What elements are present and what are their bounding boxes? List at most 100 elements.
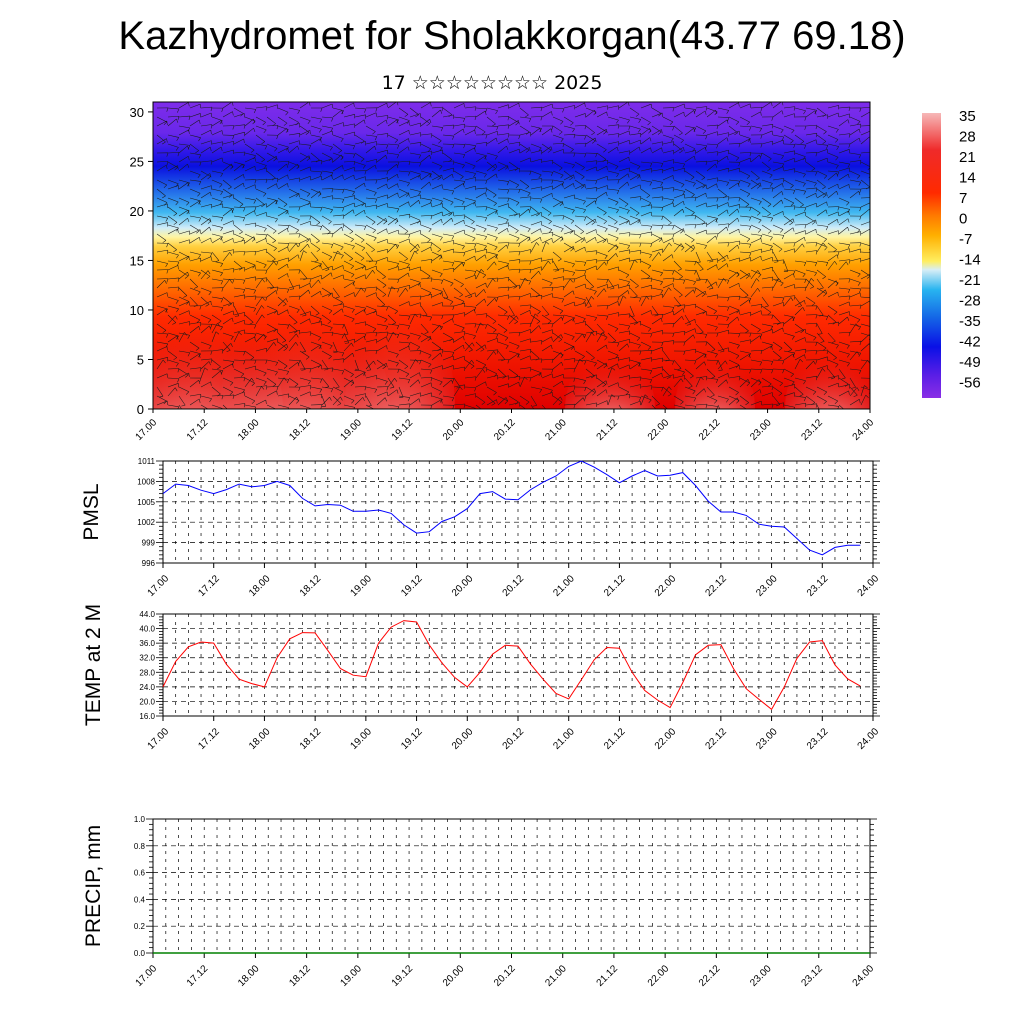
wind-barb [651,372,662,379]
wind-barb-feather [265,297,268,302]
wind-barb [233,174,244,181]
wind-barb [662,350,670,361]
wind-barb-feather [162,240,167,243]
wind-barb [805,161,816,169]
wind-barb [541,159,553,163]
wind-barb-feather [703,354,707,358]
wind-barb-feather [848,278,851,283]
x-tick-label: 17.12 [196,726,222,752]
wind-barb-feather [298,233,301,238]
wind-barb [464,201,476,208]
wind-barb [552,107,564,109]
wind-barb [860,343,870,352]
wind-barb-feather [491,403,496,406]
wind-barb [695,222,707,226]
wind-barb-feather [595,250,598,255]
wind-barb [750,179,761,187]
wind-barb [453,123,465,127]
wind-barb-feather [283,365,288,369]
wind-barb-feather [350,382,354,387]
wind-barb [750,288,758,298]
wind-barb [552,361,562,370]
wind-barb [156,188,166,197]
wind-barb-feather [309,215,312,220]
wind-barb [574,296,586,301]
wind-barb-feather [276,178,279,183]
wind-barb [651,186,663,190]
wind-barb-feather [373,237,377,242]
wind-barb-feather [430,246,432,251]
wind-barb [541,143,552,151]
x-tick-label: 21.00 [551,573,577,599]
wind-barb [299,341,306,352]
wind-barb [277,107,289,113]
wind-barb-feather [261,386,265,390]
wind-barb-feather [529,323,532,328]
wind-barb [189,379,199,388]
wind-barb-feather [176,227,179,232]
wind-barb-feather [286,163,289,168]
wind-barb-feather [309,278,312,283]
wind-barb-feather [529,196,532,201]
wind-barb-feather [335,296,340,299]
wind-barb-feather [428,364,432,368]
wind-barb-feather [551,323,554,328]
wind-barb-feather [693,397,697,402]
wind-barb [156,222,168,226]
wind-barb [288,254,299,262]
wind-barb [442,287,449,298]
wind-barb-feather [253,199,257,204]
wind-barb [772,102,782,109]
wind-barb [684,179,696,184]
wind-barb-feather [672,107,675,112]
wind-barb-feather [177,286,180,291]
wind-barb [277,263,288,271]
wind-barb [508,148,520,154]
wind-barb [332,154,342,163]
wind-barb-feather [330,209,333,214]
wind-barb [651,317,662,325]
wind-barb [530,372,541,379]
wind-barb [860,314,870,317]
wind-barb [321,224,331,233]
wind-barb-feather [188,129,190,134]
wind-barb-feather [318,337,322,341]
wind-barb-feather [228,303,232,307]
wind-barb [618,290,628,298]
wind-barb [816,179,826,188]
wind-barb-feather [562,315,565,320]
wind-barb [431,377,443,383]
wind-barb-feather [507,242,510,247]
wind-barb [816,192,827,199]
wind-barb-feather [756,278,760,282]
wind-barb-feather [452,305,455,310]
wind-barb [156,308,167,316]
wind-barb [706,163,716,172]
wind-barb-feather [232,363,234,368]
wind-barb [200,287,212,293]
wind-barb-feather [814,110,817,115]
wind-barb [244,336,255,343]
wind-barb [607,141,619,145]
wind-barb [376,194,388,199]
wind-barb [530,206,540,215]
wind-barb [728,350,740,356]
wind-barb [772,233,784,236]
wind-barb-feather [760,134,763,139]
wind-barb [860,187,870,190]
wind-barb [805,260,817,263]
wind-barb [607,146,618,154]
wind-barb-feather [603,220,607,225]
wind-barb [519,395,530,403]
wind-barb-feather [702,185,706,189]
wind-barb [673,194,685,199]
wind-barb-feather [758,274,762,278]
wind-barb [794,337,806,343]
wind-barb [365,305,377,311]
wind-barb-feather [320,171,323,176]
wind-barb-feather [261,159,265,163]
wind-barb-feather [384,381,388,385]
wind-barb-feather [716,177,719,182]
wind-barb-feather [823,293,827,297]
wind-barb-feather [473,145,477,150]
